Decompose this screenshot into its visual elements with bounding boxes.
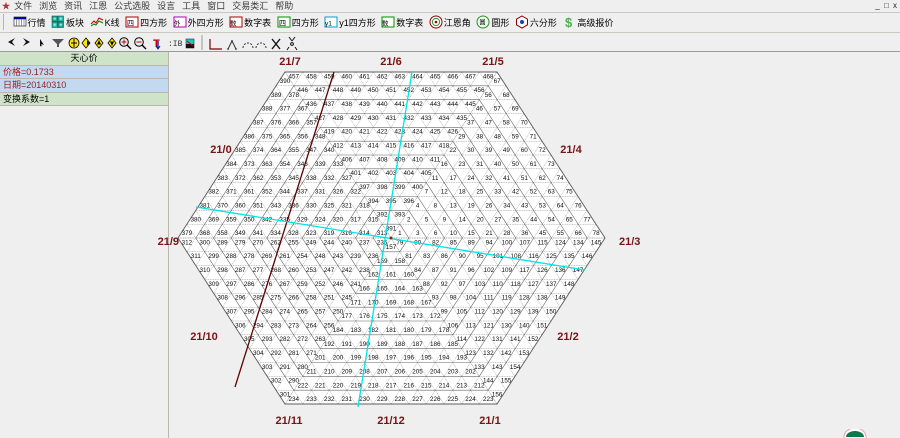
svg-text:$: $ — [565, 15, 573, 29]
svg-text:外: 外 — [174, 19, 181, 28]
svg-text:数: 数 — [382, 19, 389, 28]
svg-text:四: 四 — [127, 20, 134, 28]
svg-text:圆: 圆 — [480, 20, 486, 27]
svg-text:y1: y1 — [325, 21, 332, 28]
svg-text:数: 数 — [230, 19, 237, 28]
svg-text:四: 四 — [279, 20, 286, 28]
svg-text::IB: :IB — [168, 40, 183, 49]
